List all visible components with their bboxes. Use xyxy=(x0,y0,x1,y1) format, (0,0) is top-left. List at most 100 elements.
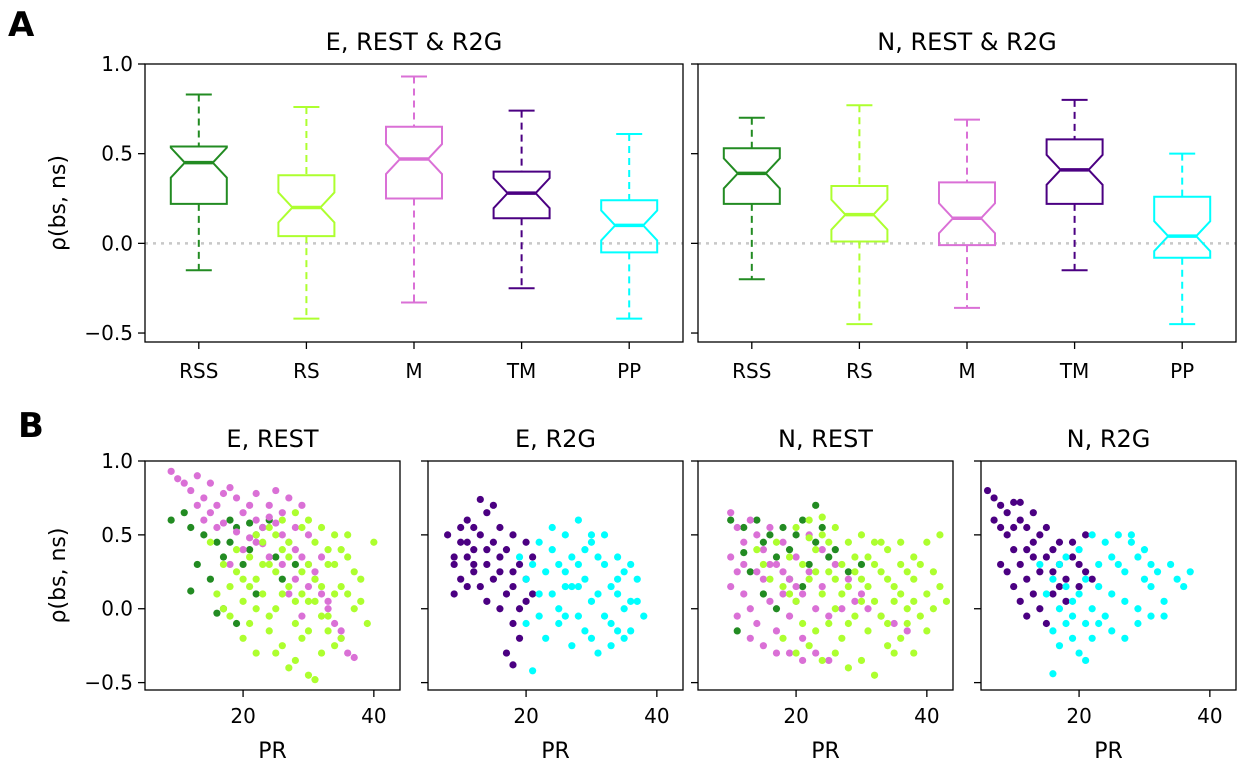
scatter-point xyxy=(311,538,319,546)
scatter-point xyxy=(1167,560,1175,569)
scatter-point xyxy=(568,553,576,561)
scatter-point xyxy=(812,501,820,509)
scatter-point xyxy=(825,612,833,620)
scatter-point xyxy=(509,582,517,591)
scatter-point xyxy=(232,528,241,536)
scatter-point xyxy=(483,597,491,605)
scatter-point xyxy=(831,605,839,613)
scatter-point xyxy=(990,494,998,502)
scatter-point xyxy=(272,519,280,527)
scatter-point xyxy=(581,575,589,583)
scatter-point xyxy=(509,531,517,539)
scatter-point xyxy=(825,568,833,576)
scatter-point xyxy=(607,582,615,591)
y-tick-label: 0.0 xyxy=(101,231,133,255)
scatter-point xyxy=(897,538,905,546)
scatter-point xyxy=(818,513,826,521)
chart-title: E, REST xyxy=(226,425,318,453)
scatter-point xyxy=(812,538,820,546)
x-tick-label: 20 xyxy=(230,704,255,728)
scatter-point xyxy=(844,619,852,628)
scatter-point xyxy=(463,538,471,546)
scatter-point xyxy=(304,531,313,539)
scatter-point xyxy=(890,597,898,605)
scatter-point xyxy=(1042,553,1050,561)
scatter-point xyxy=(331,560,339,569)
scatter-point xyxy=(304,671,313,679)
scatter-point xyxy=(331,642,339,650)
scatter-point xyxy=(535,590,543,598)
scatter-point xyxy=(1049,627,1057,635)
scatter-point xyxy=(219,519,228,527)
scatter-point xyxy=(910,553,918,561)
scatter-point xyxy=(285,553,293,561)
scatter-point xyxy=(1088,634,1096,642)
scatter-point xyxy=(746,516,754,524)
scatter-point xyxy=(759,546,767,554)
scatter-point xyxy=(331,531,339,539)
scatter-point xyxy=(272,568,280,576)
scatter-point xyxy=(232,568,241,576)
box-pp xyxy=(1153,152,1212,326)
scatter-point xyxy=(337,634,345,642)
scatter-point xyxy=(252,605,260,613)
scatter-point xyxy=(903,568,911,576)
scatter-point xyxy=(324,605,332,613)
scatter-point xyxy=(324,560,332,569)
scatter-point xyxy=(733,612,741,620)
scatter-point xyxy=(997,501,1005,509)
scatter-point xyxy=(1055,538,1064,546)
box-body xyxy=(938,181,996,247)
scatter-point xyxy=(818,523,826,532)
scatter-point xyxy=(983,486,992,495)
scatter-point xyxy=(542,634,550,642)
scatter-point xyxy=(291,523,299,532)
scatter-point xyxy=(857,531,866,539)
scatter-point xyxy=(470,560,478,569)
x-tick-label: PP xyxy=(617,359,641,383)
scatter-point xyxy=(620,568,628,576)
scatter-point xyxy=(1134,605,1142,613)
scatter-point xyxy=(772,553,781,561)
scatter-point xyxy=(509,661,517,669)
scatter-point xyxy=(851,597,859,605)
scatter-point xyxy=(548,523,556,532)
scatter-point xyxy=(997,523,1005,532)
scatter-point xyxy=(594,649,602,657)
scatter-point xyxy=(1003,509,1011,517)
scatter-point xyxy=(324,546,332,554)
scatter-point xyxy=(633,575,641,583)
scatter-point xyxy=(890,582,898,591)
scatter-point xyxy=(1180,582,1188,591)
scatter-point xyxy=(193,560,201,569)
scatter-point xyxy=(727,516,735,524)
scatter-point xyxy=(167,516,175,524)
scatter-point xyxy=(740,560,748,569)
scatter-point xyxy=(1029,509,1037,517)
scatter-point xyxy=(799,590,807,598)
box-m xyxy=(385,75,443,304)
chart-box-e-rest-r2g: E, REST & R2G 1.0 0.5 0.0 −0.5 ρ(bs, ns) RSS RS… xyxy=(46,28,684,383)
scatter-point xyxy=(1010,523,1018,532)
scatter-point xyxy=(864,627,872,635)
scatter-point xyxy=(357,575,365,583)
scatter-point xyxy=(548,546,556,554)
scatter-point xyxy=(298,501,306,509)
scatter-point xyxy=(799,634,807,642)
scatter-point xyxy=(1088,531,1096,539)
scatter-point xyxy=(285,494,293,502)
scatter-point xyxy=(311,575,319,583)
scatter-point xyxy=(317,553,326,561)
box-tm xyxy=(1045,98,1104,272)
scatter-point xyxy=(457,523,465,532)
scatter-point xyxy=(476,495,484,504)
scatter-point xyxy=(792,597,800,605)
scatter-point xyxy=(239,634,247,642)
scatter-point xyxy=(298,568,306,576)
scatter-point xyxy=(252,531,260,539)
scatter-point xyxy=(785,612,794,620)
scatter-point xyxy=(1062,575,1070,583)
panel-label-b: B xyxy=(18,406,44,446)
scatter-point xyxy=(278,590,286,598)
x-tick-label: 20 xyxy=(783,704,808,728)
